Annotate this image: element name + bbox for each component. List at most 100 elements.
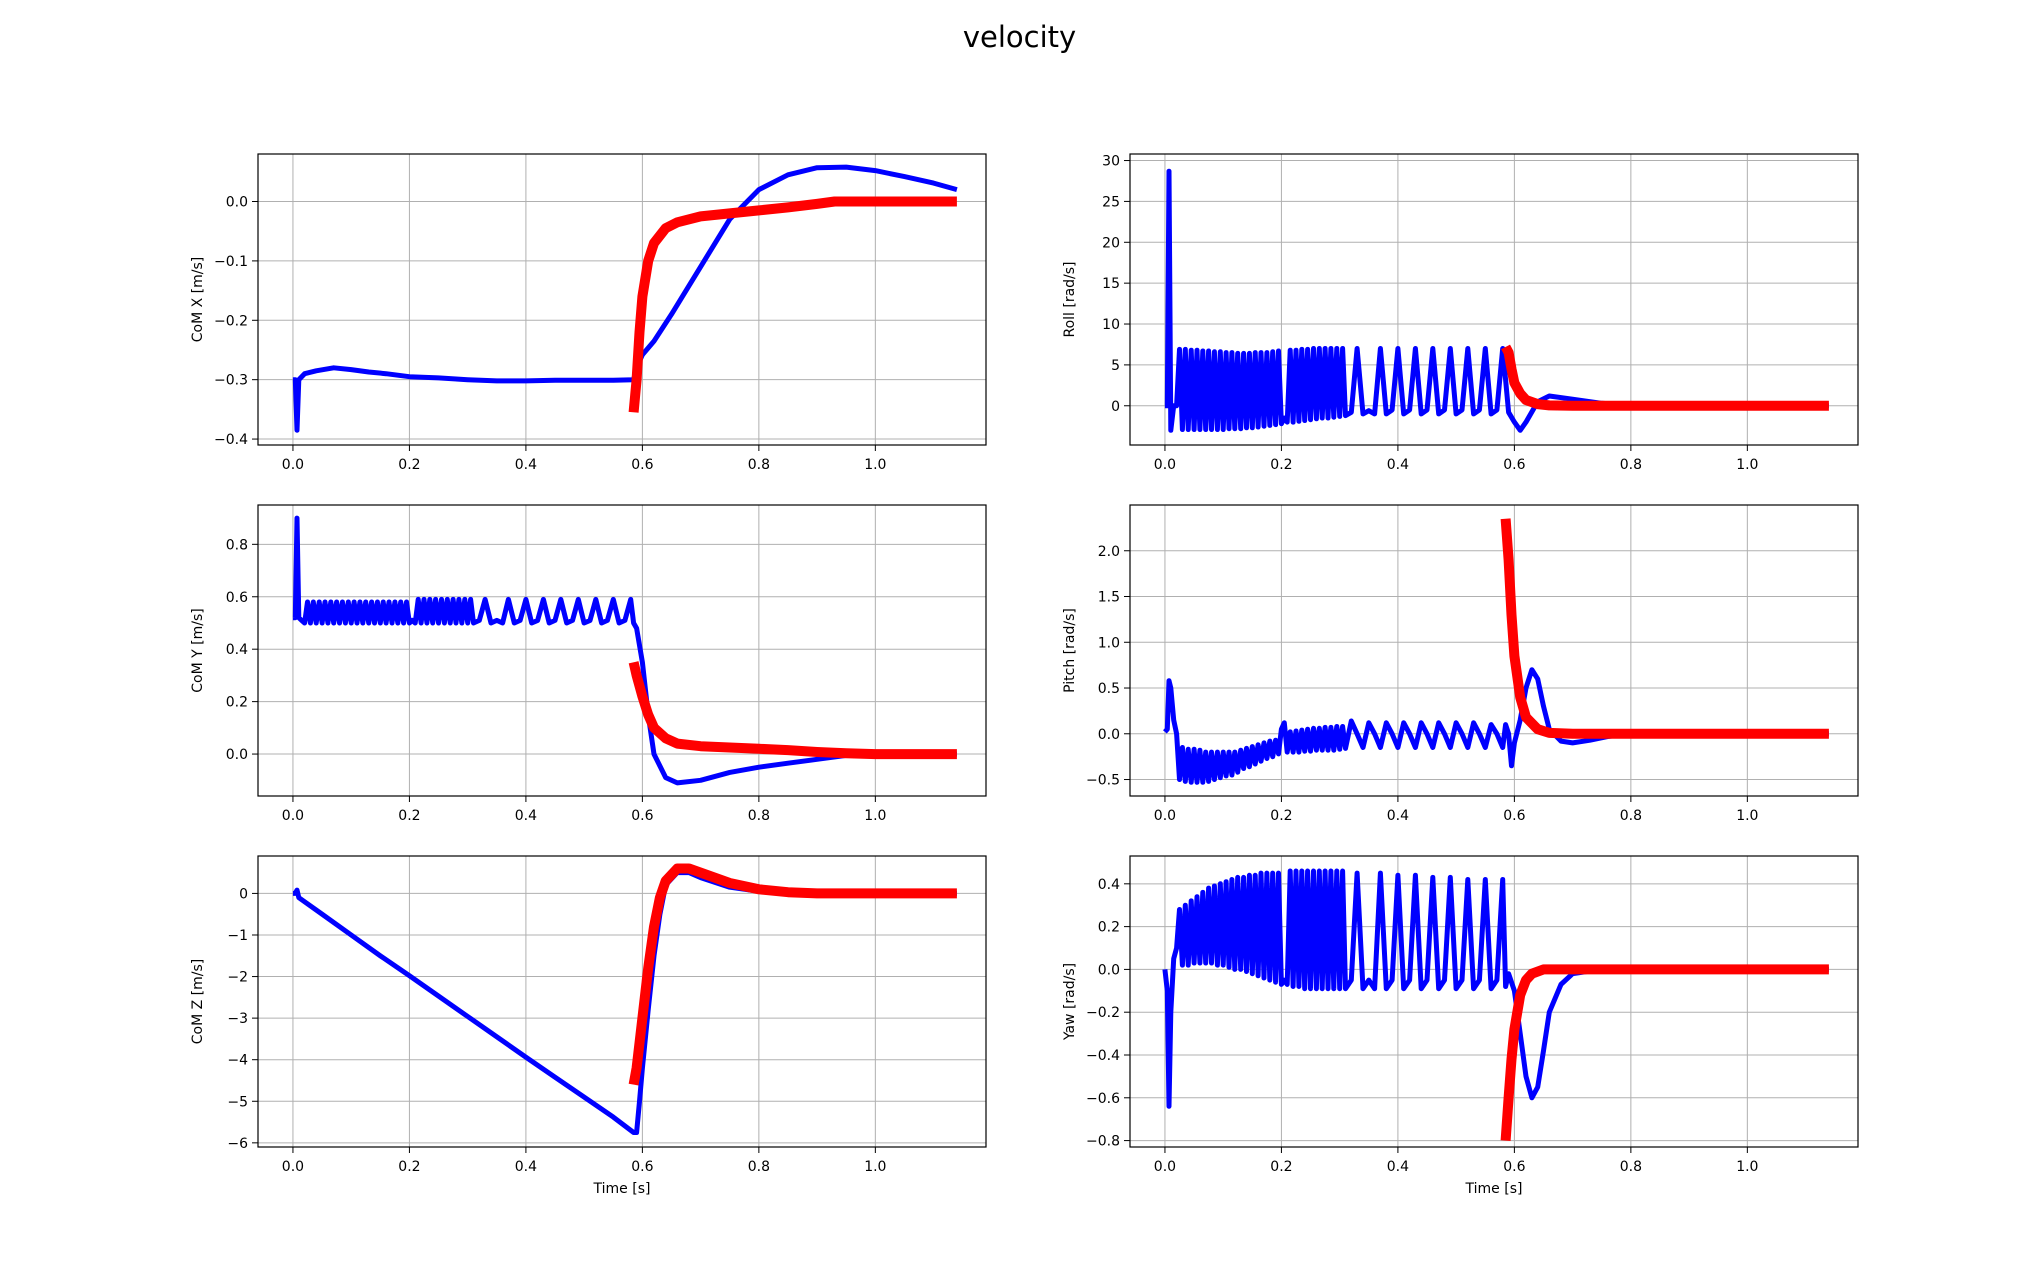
y-tick-label: −0.8 <box>1086 1134 1120 1150</box>
x-tick-label: 0.2 <box>398 457 420 473</box>
x-tick-label: 0.4 <box>515 808 537 824</box>
subplot-pitch: 0.0 0.2 0.4 0.6 0.8 1.0 −0.5 0.0 0.5 1.0 1.5 2.0 Pit… <box>1062 504 1859 824</box>
x-tick-label: 0.0 <box>282 808 304 824</box>
x-tick-label: 0.8 <box>748 1159 770 1175</box>
x-tick-label: 0.2 <box>1270 808 1292 824</box>
x-tick-label: 0.2 <box>1270 457 1292 473</box>
x-tick-label: 0.0 <box>1154 1159 1176 1175</box>
y-tick-label: 0.8 <box>226 537 248 553</box>
actual-line <box>1162 868 1829 1109</box>
x-tick-label: 0.0 <box>282 457 304 473</box>
y-tick-label: −0.2 <box>214 313 248 329</box>
y-tick-label: 0.0 <box>226 195 248 211</box>
y-axis-label: Pitch [rad/s] <box>1062 608 1078 693</box>
y-tick-label: 0.4 <box>1098 877 1120 893</box>
y-tick-label: 25 <box>1102 194 1120 210</box>
y-tick-label: 2.0 <box>1098 544 1120 560</box>
x-tick-label: 0.6 <box>631 808 653 824</box>
y-tick-label: −0.3 <box>214 373 248 389</box>
subplot-yaw: 0.0 0.2 0.4 0.6 0.8 1.0 −0.8 −0.6 −0.4 −0.2 0.0 0.2… <box>1062 855 1859 1197</box>
reference-line <box>1501 344 1829 411</box>
y-tick-label: 0.0 <box>226 747 248 763</box>
y-tick-label: −3 <box>227 1011 248 1027</box>
x-tick-label: 0.8 <box>1620 808 1642 824</box>
x-tick-label: 0.4 <box>515 1159 537 1175</box>
axes-frame <box>257 855 987 1148</box>
y-tick-label: 0.2 <box>1098 920 1120 936</box>
y-tick-label: 0.5 <box>1098 681 1120 697</box>
y-tick-label: −0.6 <box>1086 1091 1120 1107</box>
y-tick-label: −2 <box>227 970 248 986</box>
y-axis-label: CoM X [m/s] <box>190 257 206 342</box>
y-axis-label: Yaw [rad/s] <box>1062 963 1078 1041</box>
actual-line <box>1163 667 1829 785</box>
y-tick-label: 0.0 <box>1098 727 1120 743</box>
y-tick-label: 0 <box>239 886 248 902</box>
y-tick-label: −5 <box>227 1094 248 1110</box>
y-tick-label: −6 <box>227 1136 248 1152</box>
x-tick-label: 0.6 <box>631 1159 653 1175</box>
x-tick-label: 0.0 <box>1154 808 1176 824</box>
y-tick-label: −0.2 <box>1086 1005 1120 1021</box>
x-tick-label: 0.4 <box>1387 1159 1409 1175</box>
x-tick-label: 0.8 <box>748 808 770 824</box>
x-tick-label: 0.4 <box>1387 808 1409 824</box>
subplot-com-y: 0.0 0.2 0.4 0.6 0.8 1.0 0.0 0.2 0.4 0.6 0.8 CoM Y [… <box>190 504 987 824</box>
x-tick-label: 0.2 <box>1270 1159 1292 1175</box>
x-axis-label: Time [s] <box>593 1181 651 1197</box>
y-axis-label: CoM Y [m/s] <box>190 608 206 692</box>
x-tick-label: 0.8 <box>1620 1159 1642 1175</box>
y-tick-label: −1 <box>227 928 248 944</box>
y-tick-label: 0.6 <box>226 590 248 606</box>
x-tick-label: 1.0 <box>1736 457 1758 473</box>
y-tick-label: −4 <box>227 1053 248 1069</box>
axes-frame <box>1129 504 1859 797</box>
y-tick-label: 1.5 <box>1098 590 1120 606</box>
reference-line <box>628 863 957 1086</box>
x-tick-label: 0.0 <box>1154 457 1176 473</box>
x-tick-label: 0.6 <box>1503 1159 1525 1175</box>
y-tick-label: −0.4 <box>1086 1048 1120 1064</box>
y-axis-label: CoM Z [m/s] <box>190 959 206 1044</box>
x-tick-label: 0.0 <box>282 1159 304 1175</box>
x-tick-label: 1.0 <box>1736 1159 1758 1175</box>
subplot-com-z: 0.0 0.2 0.4 0.6 0.8 1.0 −6 −5 −4 −3 −2 −1 0 CoM Z [m/… <box>190 855 987 1197</box>
x-tick-label: 0.6 <box>1503 457 1525 473</box>
reference-line <box>1500 964 1829 1141</box>
y-tick-label: 10 <box>1102 317 1120 333</box>
actual-line <box>1164 168 1829 433</box>
y-tick-label: −0.1 <box>214 254 248 270</box>
y-tick-label: 5 <box>1111 358 1120 374</box>
axes-frame <box>257 153 987 446</box>
x-tick-label: 1.0 <box>864 457 886 473</box>
reference-line <box>628 196 957 413</box>
y-tick-label: −0.4 <box>214 432 248 448</box>
y-axis-label: Roll [rad/s] <box>1062 261 1078 337</box>
y-tick-label: 0.2 <box>226 695 248 711</box>
x-tick-label: 0.4 <box>515 457 537 473</box>
x-tick-label: 1.0 <box>864 808 886 824</box>
y-tick-label: 20 <box>1102 235 1120 251</box>
axes-frame <box>257 504 987 797</box>
subplot-roll: 0.0 0.2 0.4 0.6 0.8 1.0 0 5 10 15 20 25 30 Roll [rad/… <box>1062 153 1859 473</box>
subplot-com-x: 0.0 0.2 0.4 0.6 0.8 1.0 −0.4 −0.3 −0.2 −0.1 0.0 CoM… <box>190 153 987 473</box>
y-tick-label: −0.5 <box>1086 773 1120 789</box>
y-tick-label: 0.0 <box>1098 962 1120 978</box>
y-tick-label: 15 <box>1102 276 1120 292</box>
x-tick-label: 0.6 <box>631 457 653 473</box>
actual-line <box>292 515 957 786</box>
reference-line <box>1500 518 1829 739</box>
x-tick-label: 0.8 <box>1620 457 1642 473</box>
actual-line <box>292 870 957 1135</box>
axes-frame <box>1129 855 1859 1148</box>
axes-frame <box>1129 153 1859 446</box>
x-tick-label: 1.0 <box>1736 808 1758 824</box>
x-tick-label: 0.2 <box>398 1159 420 1175</box>
figure-title: velocity <box>962 20 1077 54</box>
x-tick-label: 0.6 <box>1503 808 1525 824</box>
y-tick-label: 30 <box>1102 154 1120 170</box>
x-tick-label: 0.4 <box>1387 457 1409 473</box>
y-tick-label: 0 <box>1111 399 1120 415</box>
y-tick-label: 1.0 <box>1098 635 1120 651</box>
